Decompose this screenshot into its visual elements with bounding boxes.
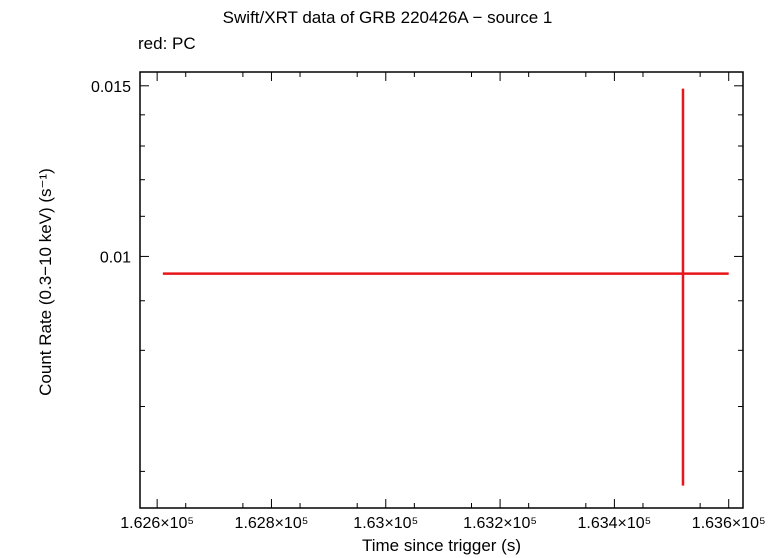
- y-tick-label: 0.015: [91, 79, 131, 96]
- x-tick-label: 1.634×10⁵: [577, 515, 651, 532]
- x-tick-label: 1.628×10⁵: [235, 515, 309, 532]
- data-marks: [162, 88, 729, 486]
- plot-frame: [139, 71, 744, 509]
- y-tick-label: 0.01: [100, 249, 131, 266]
- x-axis-label: Time since trigger (s): [361, 536, 521, 555]
- axis-ticks: 1.626×10⁵ 1.628×10⁵ 1.63×10⁵ 1.632×10⁵ 1.634…: [91, 72, 766, 532]
- chart-title: Swift/XRT data of GRB 220426A − source 1: [222, 8, 553, 27]
- x-tick-label: 1.63×10⁵: [353, 515, 418, 532]
- chart-subtitle: red: PC: [138, 34, 196, 53]
- x-tick-label: 1.626×10⁵: [120, 515, 194, 532]
- x-tick-label: 1.632×10⁵: [463, 515, 537, 532]
- x-tick-label: 1.636×10⁵: [692, 515, 766, 532]
